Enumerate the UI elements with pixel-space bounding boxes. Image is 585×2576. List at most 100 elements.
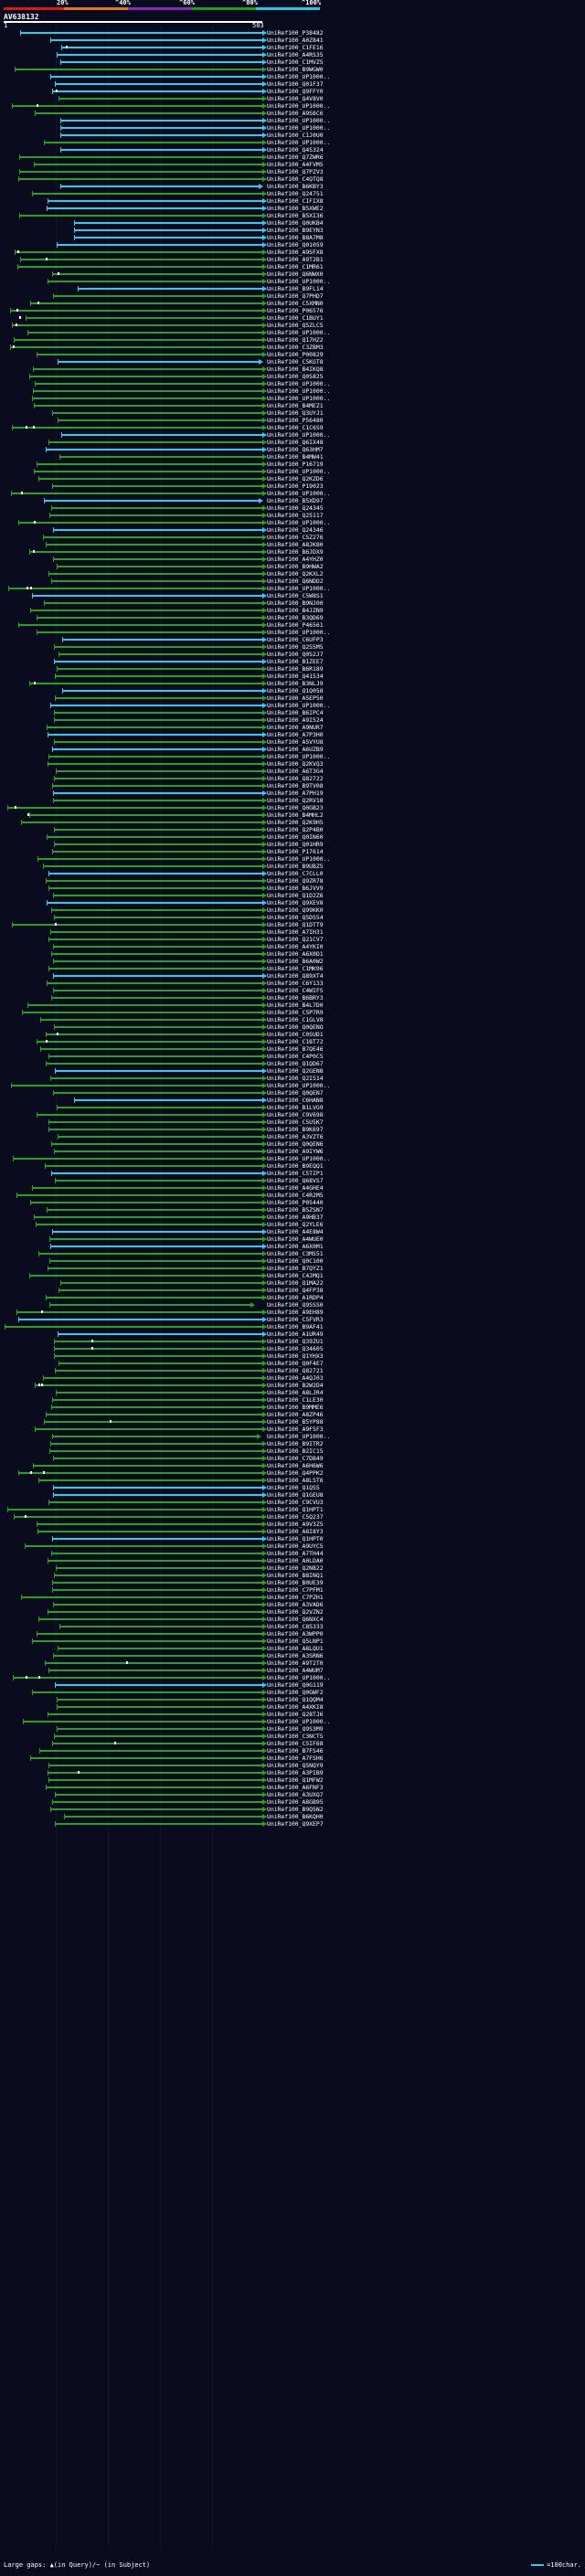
- hit-name-link[interactable]: UniRef100_A8GB95: [267, 1798, 324, 1806]
- hit-name-link[interactable]: UniRef100_B4MEZ1: [267, 402, 324, 409]
- hit-name-link[interactable]: UniRef100_Q2YLE6: [267, 1221, 324, 1228]
- hit-name-link[interactable]: UniRef100_Q3UYJ1: [267, 409, 324, 417]
- hit-name-link[interactable]: UniRef100_Q24345: [267, 504, 324, 512]
- hit-name-link[interactable]: UniRef100_Q68VS7: [267, 1177, 324, 1184]
- hit-name-link[interactable]: UniRef100_Q17HZ2: [267, 336, 324, 344]
- hit-name-link[interactable]: UniRef100_A7FSH6: [267, 1754, 324, 1762]
- hit-name-link[interactable]: UniRef100_A6X0M1: [267, 1243, 324, 1250]
- hit-name-link[interactable]: UniRef100_Q5NQY9: [267, 1762, 324, 1769]
- hit-name-link[interactable]: UniRef100_Q9FFY0: [267, 88, 324, 95]
- hit-name-link[interactable]: UniRef100_Q89XT4: [267, 972, 324, 980]
- hit-name-link[interactable]: UniRef100_Q9XEP7: [267, 1820, 324, 1828]
- hit-name-link[interactable]: UniRef100_B9WGW0: [267, 66, 324, 73]
- hit-name-link[interactable]: UniRef100_A6FNF3: [267, 1784, 324, 1791]
- hit-name-link[interactable]: UniRef100_A6UZB9: [267, 746, 324, 753]
- hit-name-link[interactable]: UniRef100_A8I8Y3: [267, 1528, 324, 1535]
- hit-name-link[interactable]: UniRef100_A6T3G4: [267, 768, 324, 775]
- hit-name-link[interactable]: UniRef100_P19023: [267, 482, 324, 490]
- hit-name-link[interactable]: UniRef100_Q82721: [267, 1367, 324, 1374]
- hit-name-link[interactable]: UniRef100_Q1MFW2: [267, 1776, 324, 1784]
- hit-name-link[interactable]: UniRef100_Q4S324: [267, 146, 324, 154]
- hit-name-link[interactable]: UniRef100_B9ITR2: [267, 1440, 324, 1447]
- hit-name-link[interactable]: UniRef100_C1MVZ5: [267, 58, 324, 66]
- hit-name-link[interactable]: UniRef100_B7FS46: [267, 1747, 324, 1754]
- hit-name-link[interactable]: UniRef100_Q9SSS0: [267, 1301, 324, 1309]
- hit-name-link[interactable]: UniRef100_A4RS35: [267, 51, 324, 58]
- hit-name-link[interactable]: UniRef100_P06576: [267, 307, 324, 314]
- hit-name-link[interactable]: UniRef100_Q2KZD6: [267, 475, 324, 482]
- hit-name-link[interactable]: UniRef100_Q2K9H5: [267, 819, 324, 826]
- hit-name-link[interactable]: UniRef100_B6A0W2: [267, 958, 324, 965]
- hit-name-link[interactable]: UniRef100_Q1Q058: [267, 687, 324, 694]
- hit-name-link[interactable]: UniRef100_C5FVR3: [267, 1316, 324, 1323]
- hit-name-link[interactable]: UniRef100_UP1000..: [267, 395, 331, 402]
- hit-name-link[interactable]: UniRef100_B3NLJ9: [267, 680, 324, 687]
- hit-name-link[interactable]: UniRef100_A0LDA0: [267, 1557, 324, 1564]
- hit-name-link[interactable]: UniRef100_Q7PHD7: [267, 292, 324, 300]
- hit-name-link[interactable]: UniRef100_Q7ZWR6: [267, 154, 324, 161]
- hit-name-link[interactable]: UniRef100_Q6NDD2: [267, 578, 324, 585]
- hit-name-link[interactable]: UniRef100_Q1HPT1: [267, 1506, 324, 1513]
- hit-name-link[interactable]: UniRef100_Q0UKB4: [267, 219, 324, 227]
- hit-name-link[interactable]: UniRef100_UP1000..: [267, 278, 331, 285]
- hit-name-link[interactable]: UniRef100_B1LVG9: [267, 1104, 324, 1111]
- hit-name-link[interactable]: UniRef100_A4E8W4: [267, 1228, 324, 1235]
- hit-name-link[interactable]: UniRef100_UP1000..: [267, 73, 331, 80]
- hit-name-link[interactable]: UniRef100_Q1QS5: [267, 1484, 320, 1491]
- hit-name-link[interactable]: UniRef100_Q0QENO: [267, 1023, 324, 1031]
- hit-name-link[interactable]: UniRef100_A4XKI8: [267, 1703, 324, 1711]
- hit-name-link[interactable]: UniRef100_Q1MA22: [267, 1279, 324, 1287]
- hit-name-link[interactable]: UniRef100_B9EQQ1: [267, 1162, 324, 1170]
- hit-name-link[interactable]: UniRef100_UP1000..: [267, 753, 331, 760]
- hit-name-link[interactable]: UniRef100_A5EP50: [267, 694, 324, 702]
- hit-name-link[interactable]: UniRef100_Q5ZLC5: [267, 322, 324, 329]
- hit-name-link[interactable]: UniRef100_Q2RV18: [267, 797, 324, 804]
- hit-name-link[interactable]: UniRef100_P46561: [267, 621, 324, 629]
- hit-name-link[interactable]: UniRef100_B2IC15: [267, 1447, 324, 1455]
- hit-name-link[interactable]: UniRef100_B9Q5N2: [267, 1806, 324, 1813]
- hit-name-link[interactable]: UniRef100_B9TV08: [267, 782, 324, 790]
- hit-name-link[interactable]: UniRef100_B5YP88: [267, 1418, 324, 1426]
- hit-name-link[interactable]: UniRef100_A9EH89: [267, 1309, 324, 1316]
- hit-name-link[interactable]: UniRef100_C6HAN8: [267, 1097, 324, 1104]
- hit-name-link[interactable]: UniRef100_P00829: [267, 351, 324, 358]
- hit-name-link[interactable]: UniRef100_UP1000..: [267, 519, 331, 526]
- hit-name-link[interactable]: UniRef100_Q9XEV8: [267, 899, 324, 906]
- hit-name-link[interactable]: UniRef100_UP1000..: [267, 490, 331, 497]
- hit-name-link[interactable]: UniRef100_C1MR61: [267, 263, 324, 270]
- hit-name-link[interactable]: UniRef100_B6KQH0: [267, 1813, 324, 1820]
- hit-name-link[interactable]: UniRef100_Q1D2Z6: [267, 892, 324, 899]
- hit-name-link[interactable]: UniRef100_B6IPC4: [267, 709, 324, 716]
- hit-name-link[interactable]: UniRef100_A3VZT6: [267, 1133, 324, 1140]
- hit-name-link[interactable]: UniRef100_Q01059: [267, 241, 324, 249]
- hit-name-link[interactable]: UniRef100_C6Y133: [267, 980, 324, 987]
- hit-name-link[interactable]: UniRef100_Q21CV7: [267, 936, 324, 943]
- hit-name-link[interactable]: UniRef100_B2W2D4: [267, 1382, 324, 1389]
- hit-name-link[interactable]: UniRef100_Q2N822: [267, 1564, 324, 1572]
- hit-name-link[interactable]: UniRef100_Q0IN60: [267, 833, 324, 841]
- hit-name-link[interactable]: UniRef100_Q1GEU8: [267, 1491, 324, 1499]
- hit-name-link[interactable]: UniRef100_A4FVM5: [267, 161, 324, 168]
- hit-name-link[interactable]: UniRef100_A8LJR4: [267, 1389, 324, 1396]
- hit-name-link[interactable]: UniRef100_Q0G119: [267, 1681, 324, 1689]
- hit-name-link[interactable]: UniRef100_Q2IS14: [267, 1075, 324, 1082]
- hit-name-link[interactable]: UniRef100_Q0F4E7: [267, 1360, 324, 1367]
- hit-name-link[interactable]: UniRef100_A9T2T0: [267, 1659, 324, 1667]
- hit-name-link[interactable]: UniRef100_Q5DS54: [267, 914, 324, 921]
- hit-name-link[interactable]: UniRef100_C7DB49: [267, 1455, 324, 1462]
- hit-name-link[interactable]: UniRef100_UP1000..: [267, 380, 331, 387]
- hit-name-link[interactable]: UniRef100_Q0QEN6: [267, 1140, 324, 1148]
- hit-name-link[interactable]: UniRef100_Q01HR9: [267, 841, 324, 848]
- hit-name-link[interactable]: UniRef100_A4WUM7: [267, 1667, 324, 1674]
- hit-name-link[interactable]: UniRef100_A3SRN6: [267, 1652, 324, 1659]
- hit-name-link[interactable]: UniRef100_C1MK96: [267, 965, 324, 972]
- hit-name-link[interactable]: UniRef100_B7QE46: [267, 1045, 324, 1053]
- hit-name-link[interactable]: UniRef100_Q9S3M9: [267, 1725, 324, 1733]
- hit-name-link[interactable]: UniRef100_B7QYZ1: [267, 1265, 324, 1272]
- hit-name-link[interactable]: UniRef100_B6R189: [267, 665, 324, 673]
- hit-name-link[interactable]: UniRef100_B4MW41: [267, 453, 324, 461]
- hit-name-link[interactable]: UniRef100_C1BT72: [267, 1038, 324, 1045]
- hit-name-link[interactable]: UniRef100_A5VYU8: [267, 738, 324, 746]
- hit-name-link[interactable]: UniRef100_A0Z841: [267, 37, 324, 44]
- hit-name-link[interactable]: UniRef100_C1BUY1: [267, 314, 324, 322]
